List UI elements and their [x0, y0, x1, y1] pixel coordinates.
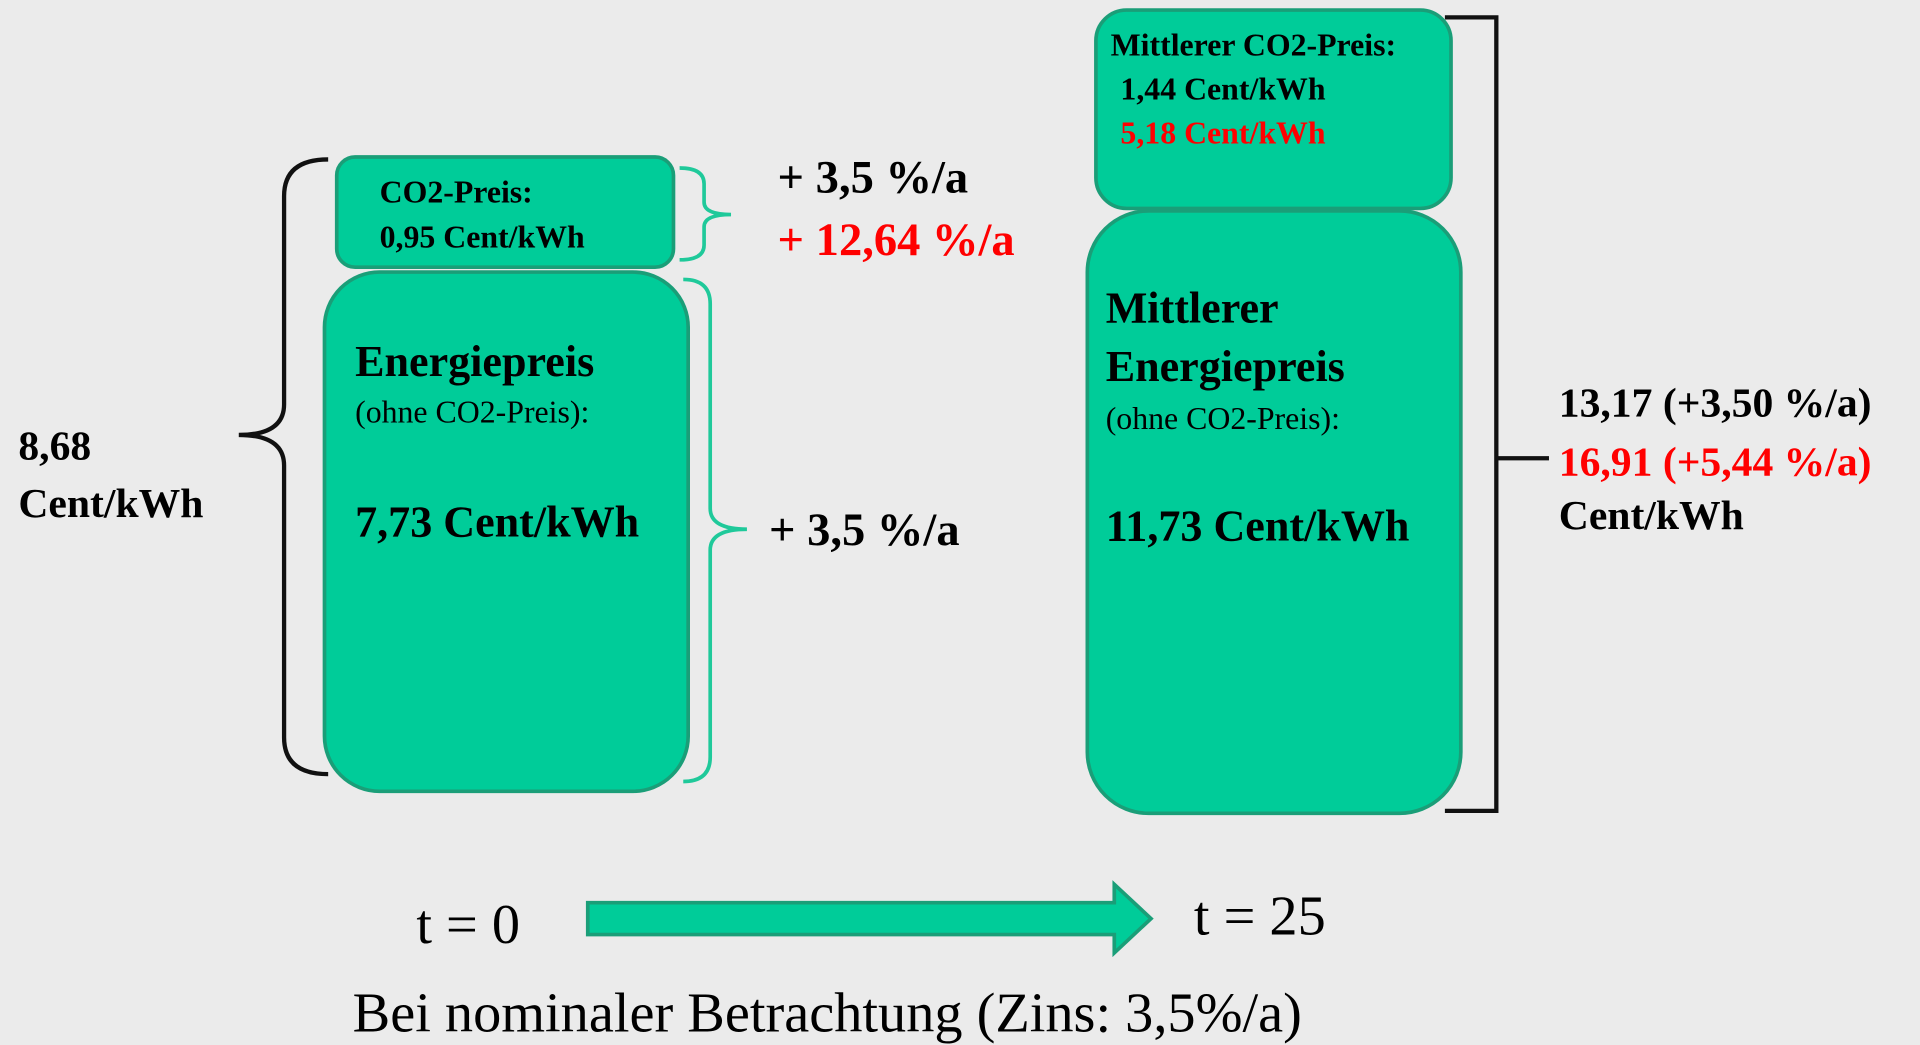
co2-growth-red: + 12,64 %/a [778, 215, 1015, 266]
time-arrow [585, 880, 1154, 958]
energy-title: Energiepreis [1106, 342, 1345, 391]
co2-value-red: 5,18 Cent/kWh [1120, 116, 1325, 151]
total-value: 8,68 [18, 423, 91, 469]
co2-value: 0,95 Cent/kWh [380, 220, 585, 255]
energy-value: 7,73 Cent/kWh [355, 498, 639, 547]
energy-note: (ohne CO2-Preis): [1106, 401, 1340, 436]
energy-box [322, 270, 690, 794]
co2-label: Mittlerer CO2-Preis: [1111, 27, 1396, 62]
co2-box [1094, 8, 1453, 211]
co2-brace [679, 166, 732, 262]
energy-note: (ohne CO2-Preis): [355, 395, 589, 430]
energy-title: Mittlerer [1106, 283, 1279, 332]
footer: Bei nominaler Betrachtung (Zins: 3,5%/a) [353, 982, 1302, 1044]
total-value-red: 16,91 (+5,44 %/a) [1559, 439, 1872, 485]
energy-growth: + 3,5 %/a [769, 505, 960, 556]
energy-brace [683, 277, 747, 784]
co2-growth: + 3,5 %/a [778, 153, 969, 204]
total-brace [238, 157, 329, 777]
energy-value: 11,73 Cent/kWh [1106, 501, 1410, 550]
co2-label: CO2-Preis: [380, 174, 533, 209]
time-end: t = 25 [1194, 886, 1326, 948]
total-unit: Cent/kWh [1559, 493, 1744, 539]
co2-box [334, 155, 676, 270]
time-start: t = 0 [416, 894, 520, 956]
total-unit: Cent/kWh [18, 481, 203, 527]
co2-value: 1,44 Cent/kWh [1120, 71, 1325, 106]
total-value: 13,17 (+3,50 %/a) [1559, 381, 1872, 427]
energy-title: Energiepreis [355, 337, 594, 386]
total-bracket [1444, 15, 1549, 814]
energy-box [1085, 209, 1463, 816]
